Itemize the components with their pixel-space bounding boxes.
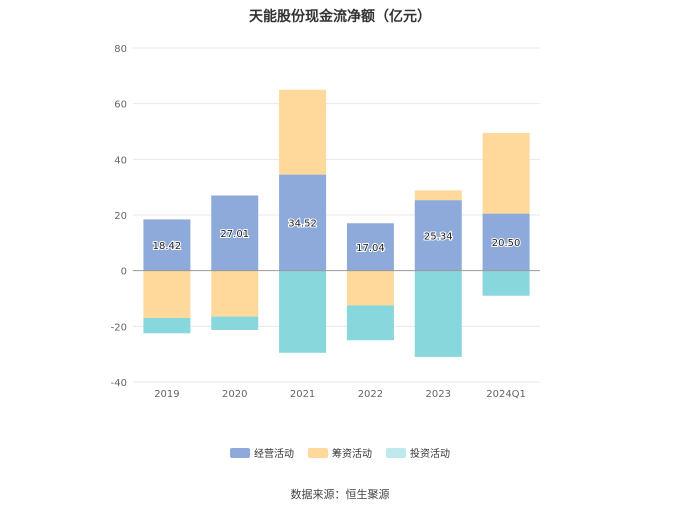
y-tick-label: 60 (114, 100, 127, 111)
bar-investing (346, 305, 394, 341)
bar-operating (279, 174, 327, 271)
y-tick-label: 0 (121, 267, 127, 278)
bar-investing (414, 270, 462, 357)
bar-investing (143, 317, 191, 334)
legend-item-investing[interactable]: 投资活动 (386, 445, 450, 460)
bar-operating (482, 213, 530, 271)
y-tick-label: 20 (114, 211, 127, 222)
legend-swatch-financing (308, 447, 328, 458)
y-tick-label: -20 (111, 322, 127, 333)
bar-financing (346, 270, 394, 306)
legend-label-investing: 投资活动 (410, 449, 450, 460)
legend-label-financing: 筹资活动 (332, 449, 372, 460)
bar-investing (279, 270, 327, 353)
data-label: 18.42 (153, 241, 182, 252)
bar-financing (414, 190, 462, 201)
legend-swatch-investing (386, 447, 406, 458)
legend: 经营活动 筹资活动 投资活动 (0, 445, 680, 460)
legend-swatch-operating (230, 447, 250, 458)
legend-item-financing[interactable]: 筹资活动 (308, 445, 372, 460)
y-tick-label: -40 (111, 378, 127, 389)
y-tick-label: 80 (114, 44, 127, 55)
x-tick-label: 2024Q1 (486, 389, 526, 400)
bar-operating (143, 219, 191, 271)
source-note: 数据来源：恒生聚源 (290, 488, 390, 501)
bar-operating (414, 200, 462, 271)
bar-investing (211, 316, 259, 330)
bar-financing (143, 270, 191, 318)
data-label: 25.34 (424, 231, 453, 242)
bar-financing (482, 132, 530, 214)
legend-label-operating: 经营活动 (254, 449, 294, 460)
data-label: 27.01 (220, 229, 249, 240)
bar-investing (482, 270, 530, 296)
data-label: 34.52 (288, 219, 317, 230)
data-label: 17.04 (356, 243, 385, 254)
data-label: 20.50 (492, 238, 521, 249)
chart-plot: 80 60 40 20 0 -20 -40 18.42 2019 27.01 2020 34.52 20… (111, 44, 540, 400)
bar-financing (211, 270, 259, 317)
bar-operating (346, 223, 394, 271)
chart-title: 天能股份现金流净额（亿元） (249, 9, 431, 25)
x-tick-label: 2023 (426, 389, 451, 400)
x-tick-label: 2019 (154, 389, 179, 400)
y-tick-label: 40 (114, 155, 127, 166)
x-tick-label: 2020 (222, 389, 247, 400)
bar-financing (279, 89, 327, 175)
x-tick-label: 2022 (358, 389, 383, 400)
legend-item-operating[interactable]: 经营活动 (230, 445, 294, 460)
bar-operating (211, 195, 259, 271)
x-tick-label: 2021 (290, 389, 315, 400)
